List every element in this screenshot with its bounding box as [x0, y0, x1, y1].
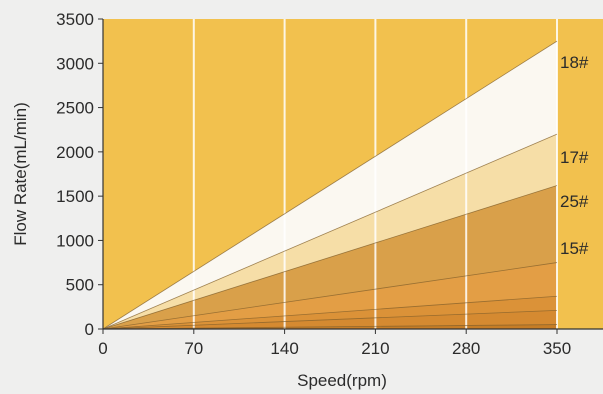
- edge-line-band-6: [102, 324, 558, 330]
- series-label-15: 15#: [560, 239, 589, 258]
- series-label-25: 25#: [560, 192, 589, 211]
- edge-line-17: [102, 133, 558, 330]
- y-tick-labels: 0 500 1000 1500 2000 2500 3000 3500: [56, 10, 94, 339]
- x-axis-title: Speed(rpm): [297, 371, 387, 390]
- y-tick-label-2500: 2500: [56, 99, 94, 118]
- y-tick-label-0: 0: [85, 320, 94, 339]
- vertical-gridlines: [192, 19, 558, 329]
- series-labels: 18# 17# 25# 15#: [560, 53, 589, 258]
- y-tick-label-500: 500: [66, 276, 94, 295]
- y-axis-title: Flow Rate(mL/min): [11, 102, 30, 246]
- edge-line-18: [102, 40, 558, 330]
- x-tick-label-210: 210: [361, 339, 389, 358]
- y-tick-label-3000: 3000: [56, 54, 94, 73]
- edge-line-band-5: [102, 310, 558, 330]
- edge-line-band-4: [102, 295, 558, 330]
- x-tick-label-280: 280: [452, 339, 480, 358]
- series-label-17: 17#: [560, 148, 589, 167]
- y-tick-label-1000: 1000: [56, 231, 94, 250]
- x-tick-label-0: 0: [98, 339, 107, 358]
- series-edge-lines: [102, 40, 558, 330]
- y-tick-label-2000: 2000: [56, 143, 94, 162]
- series-label-18: 18#: [560, 53, 589, 72]
- edge-line-15: [102, 262, 558, 330]
- y-tick-label-3500: 3500: [56, 10, 94, 29]
- x-tick-labels: 0 70 140 210 280 350: [98, 339, 571, 358]
- y-tick-label-1500: 1500: [56, 187, 94, 206]
- x-tick-label-70: 70: [184, 339, 203, 358]
- edge-line-25: [102, 185, 558, 330]
- x-tick-label-350: 350: [543, 339, 571, 358]
- axes: [98, 18, 603, 334]
- x-tick-label-140: 140: [270, 339, 298, 358]
